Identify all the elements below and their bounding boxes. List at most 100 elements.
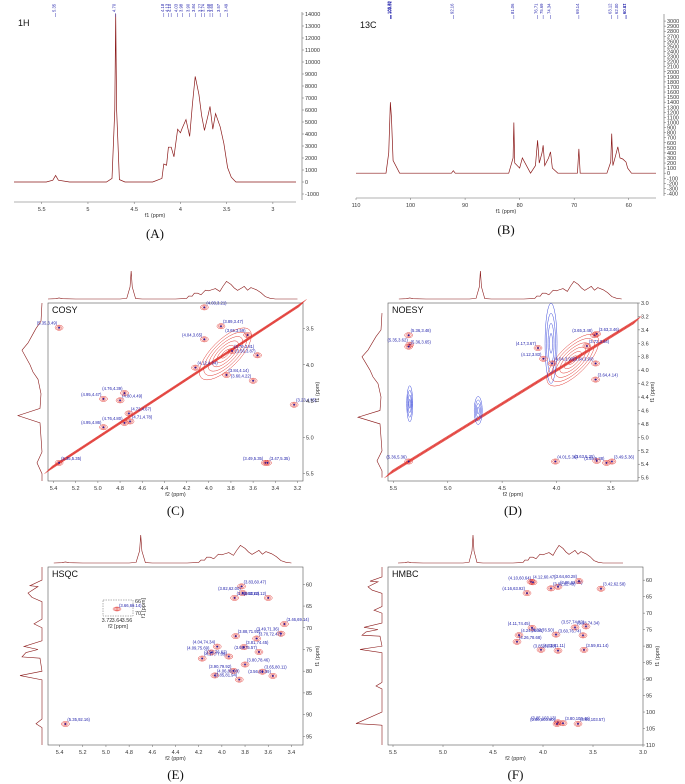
cross-peak <box>550 587 552 590</box>
diagonal-contour <box>389 318 640 474</box>
cross-peak-contour <box>276 630 286 637</box>
y-tick-label: 700 <box>667 136 676 142</box>
cross-peak-contour <box>592 458 601 464</box>
y-axis-label: f1 (ppm) <box>655 646 661 667</box>
cross-peak-contour <box>100 425 107 430</box>
diagonal-cluster-contour <box>559 346 587 374</box>
left-projection <box>17 302 43 481</box>
cross-peak <box>102 398 105 400</box>
cross-peak-contour <box>570 624 580 631</box>
cross-peak <box>255 637 258 640</box>
x-tick-label: 3.4 <box>288 750 296 756</box>
panel-title: HSQC <box>52 569 79 579</box>
cross-peak-label: (4.16,63.92) <box>502 586 525 591</box>
cross-peak-contour <box>224 653 234 660</box>
y-tick-label: 400 <box>667 151 676 157</box>
negative-contour <box>408 399 411 409</box>
panel-C: COSY (4.03,3.21) (5.35,3.49) (3.89,3.47) (4.… <box>17 270 321 518</box>
cross-peak-contour <box>553 647 563 654</box>
peak-label: 3.49 <box>224 3 229 12</box>
cross-peak-contour <box>555 648 561 653</box>
y-tick-label: 60 <box>646 578 652 584</box>
cross-peak-contour <box>552 721 562 727</box>
cross-peak-contour <box>192 365 199 370</box>
cross-peak <box>225 374 228 376</box>
cross-peak-contour <box>591 333 598 338</box>
y-tick-label: 2600 <box>667 39 679 45</box>
cross-peak-contour <box>512 638 522 645</box>
cross-peak-contour <box>210 672 220 679</box>
cross-peak-contour <box>99 424 108 431</box>
x-tick-label: 5.5 <box>389 750 397 756</box>
diagonal-cluster-contour <box>212 340 239 368</box>
cross-peak <box>58 326 60 329</box>
peak-label: 103.62 <box>387 1 392 14</box>
cross-peak-contour <box>121 391 128 396</box>
left-projection <box>355 567 383 745</box>
cross-peak-contour <box>254 649 264 655</box>
peak-label: 3.74 <box>200 3 205 12</box>
peak-label: 81.06 <box>510 3 515 14</box>
x-tick-label: 4.2 <box>183 486 191 492</box>
cross-peak-contour <box>592 331 601 337</box>
cross-peak-label: (3.68,75.57) <box>234 645 257 650</box>
cross-peak-label: (3.80,103.40) <box>565 716 591 721</box>
y-tick-label: 75 <box>646 628 652 634</box>
y-tick-label: 800 <box>667 131 676 137</box>
cross-peak-contour <box>208 650 215 655</box>
peak-label: 103.70 <box>386 1 391 14</box>
y-tick-label: 2100 <box>667 65 679 71</box>
cross-peak-contour <box>591 360 600 367</box>
cross-peak <box>542 357 545 360</box>
cross-peak <box>574 626 576 629</box>
cross-peak-contour <box>258 668 267 675</box>
cross-peak <box>194 366 197 369</box>
cross-peak-label: (3.84,4.14) <box>229 368 250 373</box>
x-tick-label: 80 <box>517 203 523 209</box>
diagonal-contour <box>45 305 301 473</box>
panel-caption: (D) <box>504 503 522 518</box>
x-tick-label: 100 <box>406 203 415 209</box>
cross-peak <box>129 420 131 423</box>
cross-peak-contour <box>584 344 590 348</box>
cross-peak <box>595 459 598 462</box>
cross-peak-label: (3.49,5.36) <box>614 455 635 460</box>
cross-peak-contour <box>218 324 224 329</box>
negative-contour <box>407 390 413 418</box>
top-projection <box>47 270 298 300</box>
diagonal-cluster-contour <box>199 327 252 381</box>
cross-peak-label: (4.26,78.68) <box>519 635 542 640</box>
y-tick-label: 2000 <box>305 156 317 162</box>
cross-peak-contour <box>528 579 538 586</box>
cross-peak <box>280 632 282 635</box>
x-tick-label: 60 <box>626 203 632 209</box>
cross-peak <box>555 633 557 636</box>
peak-label: 3.65 <box>209 3 214 12</box>
peak-label: 4.18 <box>160 3 165 12</box>
y-tick-label: 1200 <box>667 110 679 116</box>
cross-peak-contour <box>526 578 536 585</box>
cross-peak-label: (3.65,80.11) <box>264 665 287 670</box>
cross-peak <box>293 403 296 406</box>
cross-peak-contour <box>404 458 413 465</box>
cross-peak-contour <box>514 639 520 644</box>
cross-peak <box>64 723 67 725</box>
cross-peak-label: (4.03,3.21) <box>206 300 227 305</box>
y-tick-label: 5.0 <box>641 435 649 441</box>
y-tick-label: -100 <box>667 176 678 182</box>
cross-peak <box>227 655 230 658</box>
cross-peak-label: (4.24,76.68) <box>521 628 544 633</box>
y-tick-label: 5.0 <box>306 435 314 441</box>
cross-peak <box>531 626 533 629</box>
hsqc-inset: (3.66,69.14) 3.72 3.64 3.56 66 70 f2 [ppm] f1 [… <box>102 598 147 630</box>
cross-peak-label: (3.90,79.92) <box>209 664 232 669</box>
cross-peak-contour <box>281 622 288 627</box>
y-axis-label: f1 (ppm) <box>315 646 321 667</box>
cross-peak-label: (3.23,4.55) <box>296 398 317 403</box>
cross-peak <box>551 362 554 365</box>
cross-peak-contour <box>239 644 249 650</box>
y-tick-label: 300 <box>667 156 676 162</box>
y-tick-label: -200 <box>667 181 678 187</box>
cross-peak-contour <box>514 632 524 638</box>
y-tick-label: 11000 <box>305 48 320 54</box>
